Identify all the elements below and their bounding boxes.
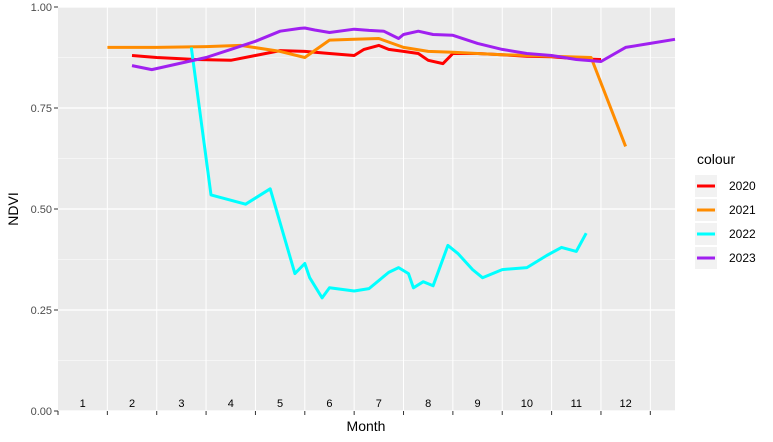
month-label-4: 4	[228, 398, 234, 410]
legend-label-2022: 2022	[729, 227, 756, 241]
x-axis	[57, 411, 651, 415]
month-label-3: 3	[178, 398, 184, 410]
month-label-8: 8	[425, 398, 431, 410]
y-tick-label: 0.00	[31, 406, 52, 418]
month-label-11: 11	[571, 398, 582, 410]
legend-label-2021: 2021	[729, 203, 756, 217]
series-line-2023	[131, 26, 676, 72]
month-label-7: 7	[376, 398, 382, 410]
y-axis: 0.00 0.25 0.50 0.75 1.00	[31, 2, 58, 418]
x-axis-title: Month	[347, 418, 386, 434]
month-label-2: 2	[129, 398, 135, 410]
month-label-5: 5	[277, 398, 283, 410]
month-labels: 1 2 3 4 5 6 7 8 9 10 11 12	[80, 398, 632, 410]
y-tick-label: 0.25	[31, 305, 52, 317]
legend: colour 2020 2021 2022 2023	[695, 151, 756, 269]
y-tick-label: 1.00	[31, 2, 52, 14]
legend-label-2023: 2023	[729, 251, 756, 265]
legend-items: 2020 2021 2022 2023	[695, 175, 756, 269]
month-label-9: 9	[474, 398, 480, 410]
month-label-6: 6	[326, 398, 332, 410]
y-tick-label: 0.50	[31, 204, 52, 216]
grid-major	[58, 6, 675, 412]
y-axis-title: NDVI	[5, 192, 21, 225]
series-line-2022	[189, 47, 588, 300]
y-tick-label: 0.75	[31, 103, 52, 115]
month-label-10: 10	[521, 398, 533, 410]
legend-label-2020: 2020	[729, 179, 756, 193]
month-label-1: 1	[80, 398, 86, 410]
month-label-12: 12	[620, 398, 632, 410]
legend-title: colour	[697, 151, 735, 167]
series-line-2021	[107, 37, 627, 147]
series-lines	[107, 26, 676, 300]
